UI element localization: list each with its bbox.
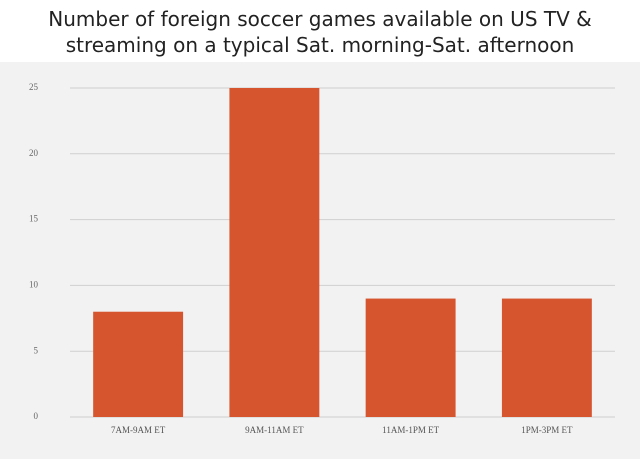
- y-tick-label: 5: [34, 345, 39, 355]
- y-tick-label: 25: [29, 82, 39, 92]
- bar: [93, 311, 184, 417]
- x-tick-label: 11AM-1PM ET: [382, 425, 439, 435]
- chart-title: Number of foreign soccer games available…: [48, 7, 591, 31]
- chart-title: streaming on a typical Sat. morning-Sat.…: [66, 33, 575, 57]
- y-tick-label: 20: [29, 148, 39, 158]
- x-tick-label: 9AM-11AM ET: [245, 425, 304, 435]
- y-tick-label: 15: [29, 214, 39, 224]
- x-tick-label: 1PM-3PM ET: [521, 425, 573, 435]
- y-tick-label: 10: [29, 279, 39, 289]
- x-tick-label: 7AM-9AM ET: [111, 425, 166, 435]
- bar: [365, 298, 456, 417]
- y-tick-label: 0: [34, 411, 39, 421]
- bar: [501, 298, 592, 417]
- bar: [229, 88, 320, 417]
